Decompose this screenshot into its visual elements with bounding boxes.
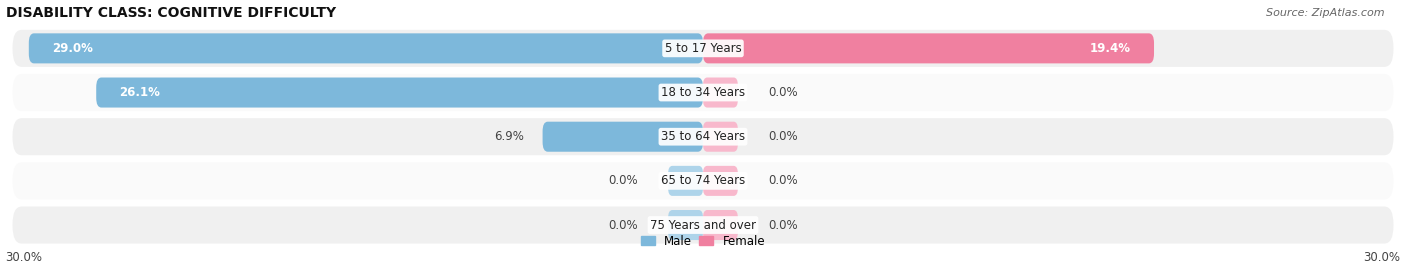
Text: Source: ZipAtlas.com: Source: ZipAtlas.com (1267, 8, 1385, 18)
Text: 0.0%: 0.0% (768, 218, 797, 232)
Text: 26.1%: 26.1% (120, 86, 160, 99)
Text: 65 to 74 Years: 65 to 74 Years (661, 174, 745, 187)
Text: 35 to 64 Years: 35 to 64 Years (661, 130, 745, 143)
Text: 29.0%: 29.0% (52, 42, 93, 55)
FancyBboxPatch shape (13, 118, 1393, 155)
Text: 0.0%: 0.0% (768, 174, 797, 187)
Text: 75 Years and over: 75 Years and over (650, 218, 756, 232)
Text: 30.0%: 30.0% (1364, 251, 1400, 264)
Text: 0.0%: 0.0% (609, 218, 638, 232)
Text: 5 to 17 Years: 5 to 17 Years (665, 42, 741, 55)
Text: 0.0%: 0.0% (768, 130, 797, 143)
Text: 19.4%: 19.4% (1090, 42, 1130, 55)
Text: 30.0%: 30.0% (6, 251, 42, 264)
FancyBboxPatch shape (13, 74, 1393, 111)
FancyBboxPatch shape (703, 122, 738, 152)
FancyBboxPatch shape (668, 166, 703, 196)
FancyBboxPatch shape (13, 30, 1393, 67)
Text: 6.9%: 6.9% (494, 130, 524, 143)
FancyBboxPatch shape (13, 162, 1393, 199)
Text: 0.0%: 0.0% (609, 174, 638, 187)
Legend: Male, Female: Male, Female (636, 230, 770, 252)
FancyBboxPatch shape (703, 77, 738, 108)
Text: 0.0%: 0.0% (768, 86, 797, 99)
Text: 18 to 34 Years: 18 to 34 Years (661, 86, 745, 99)
FancyBboxPatch shape (668, 210, 703, 240)
FancyBboxPatch shape (703, 166, 738, 196)
FancyBboxPatch shape (543, 122, 703, 152)
FancyBboxPatch shape (28, 33, 703, 63)
FancyBboxPatch shape (703, 33, 1154, 63)
Text: DISABILITY CLASS: COGNITIVE DIFFICULTY: DISABILITY CLASS: COGNITIVE DIFFICULTY (6, 6, 336, 20)
FancyBboxPatch shape (96, 77, 703, 108)
FancyBboxPatch shape (13, 207, 1393, 244)
FancyBboxPatch shape (703, 210, 738, 240)
